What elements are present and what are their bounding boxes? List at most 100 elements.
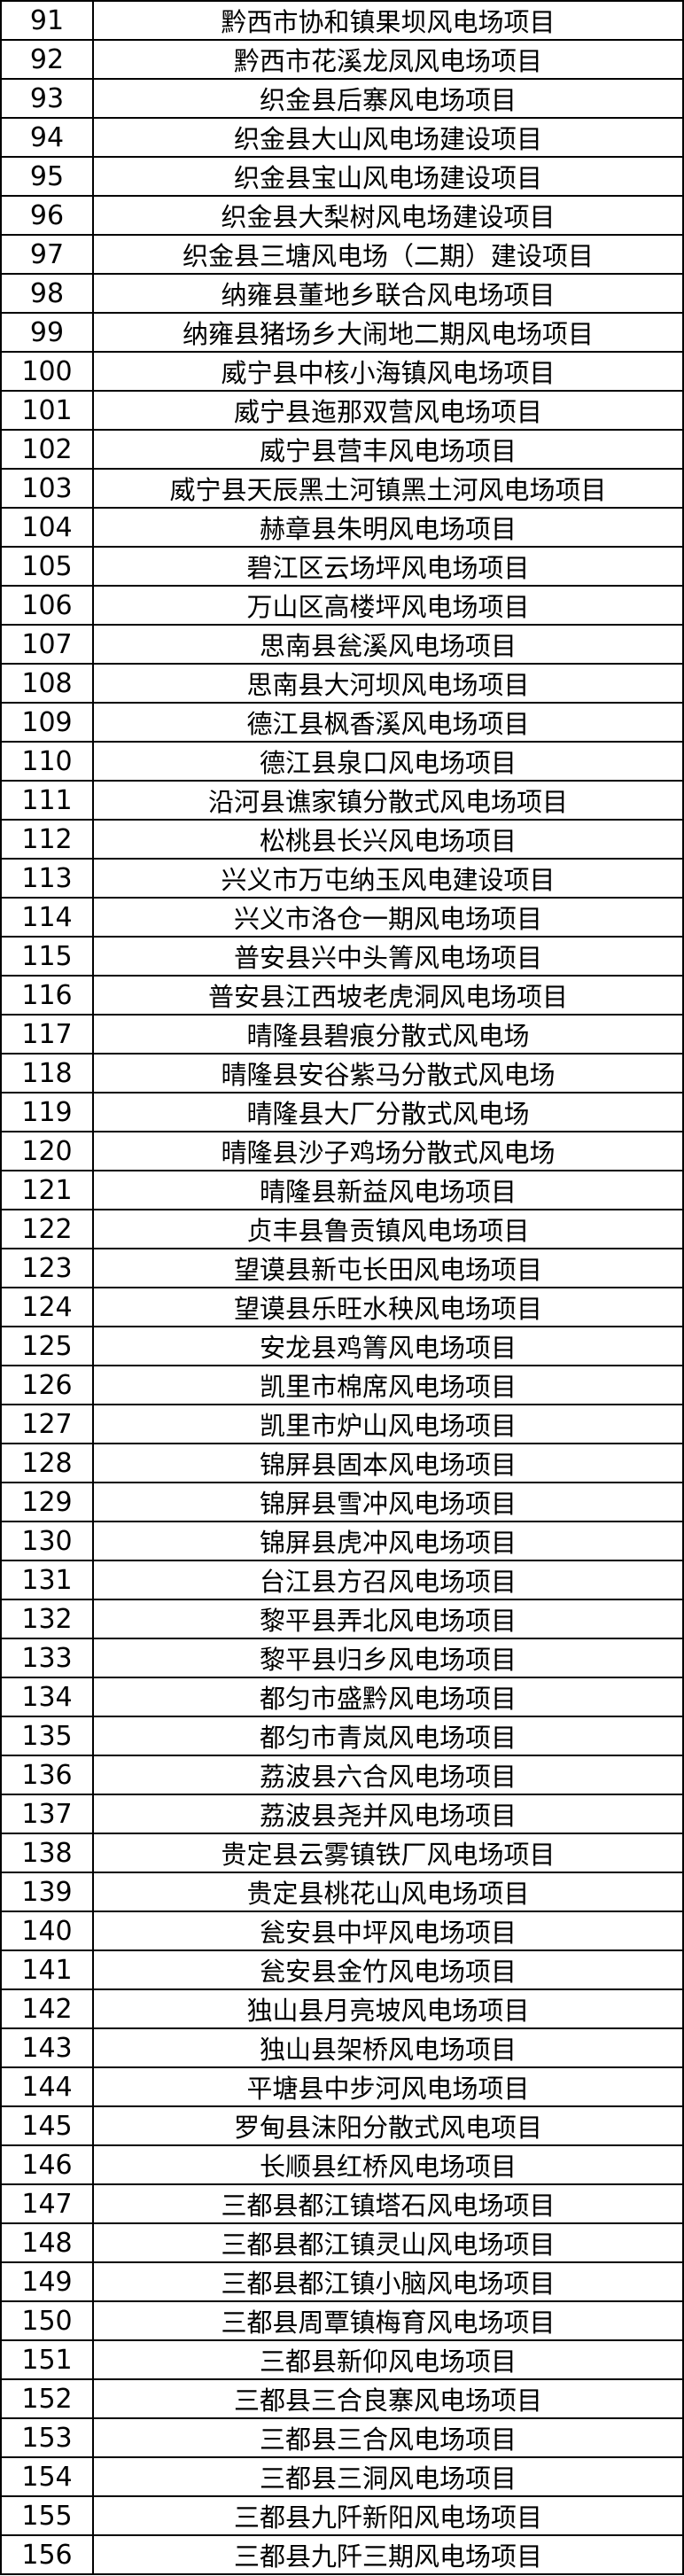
project-name: 望谟县新屯长田风电场项目 [92,1248,684,1288]
table-row: 101 威宁县迤那双营风电场项目 [0,390,684,431]
table-row: 108 思南县大河坝风电场项目 [0,663,684,704]
table-row: 148 三都县都江镇灵山风电场项目 [0,2222,684,2263]
row-number: 109 [0,702,94,743]
row-number: 137 [0,1794,94,1834]
project-name: 晴隆县碧痕分散式风电场 [92,1014,684,1055]
table-row: 92 黔西市花溪龙凤风电场项目 [0,39,684,80]
table-row: 109 德江县枫香溪风电场项目 [0,702,684,743]
row-number: 113 [0,858,94,899]
row-number: 105 [0,546,94,587]
project-name: 都匀市青岚风电场项目 [92,1716,684,1756]
project-name: 三都县都江镇灵山风电场项目 [92,2222,684,2263]
project-name: 贵定县桃花山风电场项目 [92,1872,684,1912]
table-row: 152 三都县三合良寨风电场项目 [0,2378,684,2419]
row-number: 100 [0,351,94,392]
row-number: 152 [0,2378,94,2419]
row-number: 107 [0,624,94,665]
table-row: 105 碧江区云场坪风电场项目 [0,546,684,587]
row-number: 94 [0,117,94,158]
table-row: 122 贞丰县鲁贡镇风电场项目 [0,1209,684,1249]
row-number: 121 [0,1170,94,1210]
table-row: 129 锦屏县雪冲风电场项目 [0,1482,684,1522]
table-row: 116 普安县江西坡老虎洞风电场项目 [0,975,684,1016]
row-number: 140 [0,1911,94,1951]
project-name: 三都县九阡新阳风电场项目 [92,2495,684,2536]
row-number: 146 [0,2144,94,2185]
table-row: 140 瓮安县中坪风电场项目 [0,1911,684,1951]
table-row: 142 独山县月亮坡风电场项目 [0,1988,684,2029]
project-name: 沿河县谯家镇分散式风电场项目 [92,780,684,821]
row-number: 93 [0,78,94,119]
row-number: 124 [0,1287,94,1327]
table-row: 91 黔西市协和镇果坝风电场项目 [0,0,684,41]
row-number: 112 [0,819,94,860]
project-name: 晴隆县大厂分散式风电场 [92,1092,684,1132]
row-number: 153 [0,2417,94,2458]
project-name: 锦屏县虎冲风电场项目 [92,1521,684,1561]
row-number: 145 [0,2105,94,2146]
project-name: 三都县三洞风电场项目 [92,2456,684,2497]
row-number: 123 [0,1248,94,1288]
project-name: 三都县都江镇小脑风电场项目 [92,2261,684,2302]
table-row: 106 万山区高楼坪风电场项目 [0,585,684,626]
table-row: 93 织金县后寨风电场项目 [0,78,684,119]
row-number: 151 [0,2339,94,2380]
project-name: 三都县周覃镇梅育风电场项目 [92,2300,684,2341]
table-row: 124 望谟县乐旺水秧风电场项目 [0,1287,684,1327]
project-name: 凯里市炉山风电场项目 [92,1404,684,1444]
project-name: 台江县方召风电场项目 [92,1560,684,1600]
row-number: 154 [0,2456,94,2497]
row-number: 147 [0,2183,94,2224]
table-row: 143 独山县架桥风电场项目 [0,2027,684,2068]
row-number: 114 [0,897,94,938]
project-name: 安龙县鸡箐风电场项目 [92,1326,684,1366]
row-number: 99 [0,312,94,353]
row-number: 130 [0,1521,94,1561]
row-number: 97 [0,234,94,275]
row-number: 142 [0,1988,94,2029]
project-name: 独山县架桥风电场项目 [92,2027,684,2068]
project-name: 织金县大山风电场建设项目 [92,117,684,158]
table-row: 146 长顺县红桥风电场项目 [0,2144,684,2185]
project-name: 望谟县乐旺水秧风电场项目 [92,1287,684,1327]
row-number: 101 [0,390,94,431]
table-row: 127 凯里市炉山风电场项目 [0,1404,684,1444]
project-name: 瓮安县中坪风电场项目 [92,1911,684,1951]
table-row: 132 黎平县弄北风电场项目 [0,1599,684,1639]
row-number: 118 [0,1053,94,1093]
project-name: 兴义市洛仓一期风电场项目 [92,897,684,938]
table-row: 144 平塘县中步河风电场项目 [0,2066,684,2107]
row-number: 134 [0,1677,94,1717]
row-number: 96 [0,195,94,236]
table-row: 151 三都县新仰风电场项目 [0,2339,684,2380]
row-number: 129 [0,1482,94,1522]
table-row: 126 凯里市棉席风电场项目 [0,1365,684,1405]
project-name: 碧江区云场坪风电场项目 [92,546,684,587]
project-name: 平塘县中步河风电场项目 [92,2066,684,2107]
project-name: 思南县大河坝风电场项目 [92,663,684,704]
project-name: 瓮安县金竹风电场项目 [92,1950,684,1990]
table-row: 114 兴义市洛仓一期风电场项目 [0,897,684,938]
table-row: 145 罗甸县沫阳分散式风电项目 [0,2105,684,2146]
row-number: 135 [0,1716,94,1756]
row-number: 139 [0,1872,94,1912]
table-row: 130 锦屏县虎冲风电场项目 [0,1521,684,1561]
table-row: 156 三都县九阡三期风电场项目 [0,2534,684,2575]
project-name: 三都县都江镇塔石风电场项目 [92,2183,684,2224]
table-row: 119 晴隆县大厂分散式风电场 [0,1092,684,1132]
project-name: 三都县九阡三期风电场项目 [92,2534,684,2575]
table-row: 100 威宁县中核小海镇风电场项目 [0,351,684,392]
project-name: 贞丰县鲁贡镇风电场项目 [92,1209,684,1249]
project-name: 罗甸县沫阳分散式风电项目 [92,2105,684,2146]
table-row: 131 台江县方召风电场项目 [0,1560,684,1600]
project-name: 三都县三合良寨风电场项目 [92,2378,684,2419]
table-row: 99 纳雍县猪场乡大闹地二期风电场项目 [0,312,684,353]
table-row: 154 三都县三洞风电场项目 [0,2456,684,2497]
row-number: 110 [0,741,94,782]
row-number: 133 [0,1638,94,1678]
project-name: 长顺县红桥风电场项目 [92,2144,684,2185]
table-row: 149 三都县都江镇小脑风电场项目 [0,2261,684,2302]
row-number: 144 [0,2066,94,2107]
project-name: 黎平县归乡风电场项目 [92,1638,684,1678]
